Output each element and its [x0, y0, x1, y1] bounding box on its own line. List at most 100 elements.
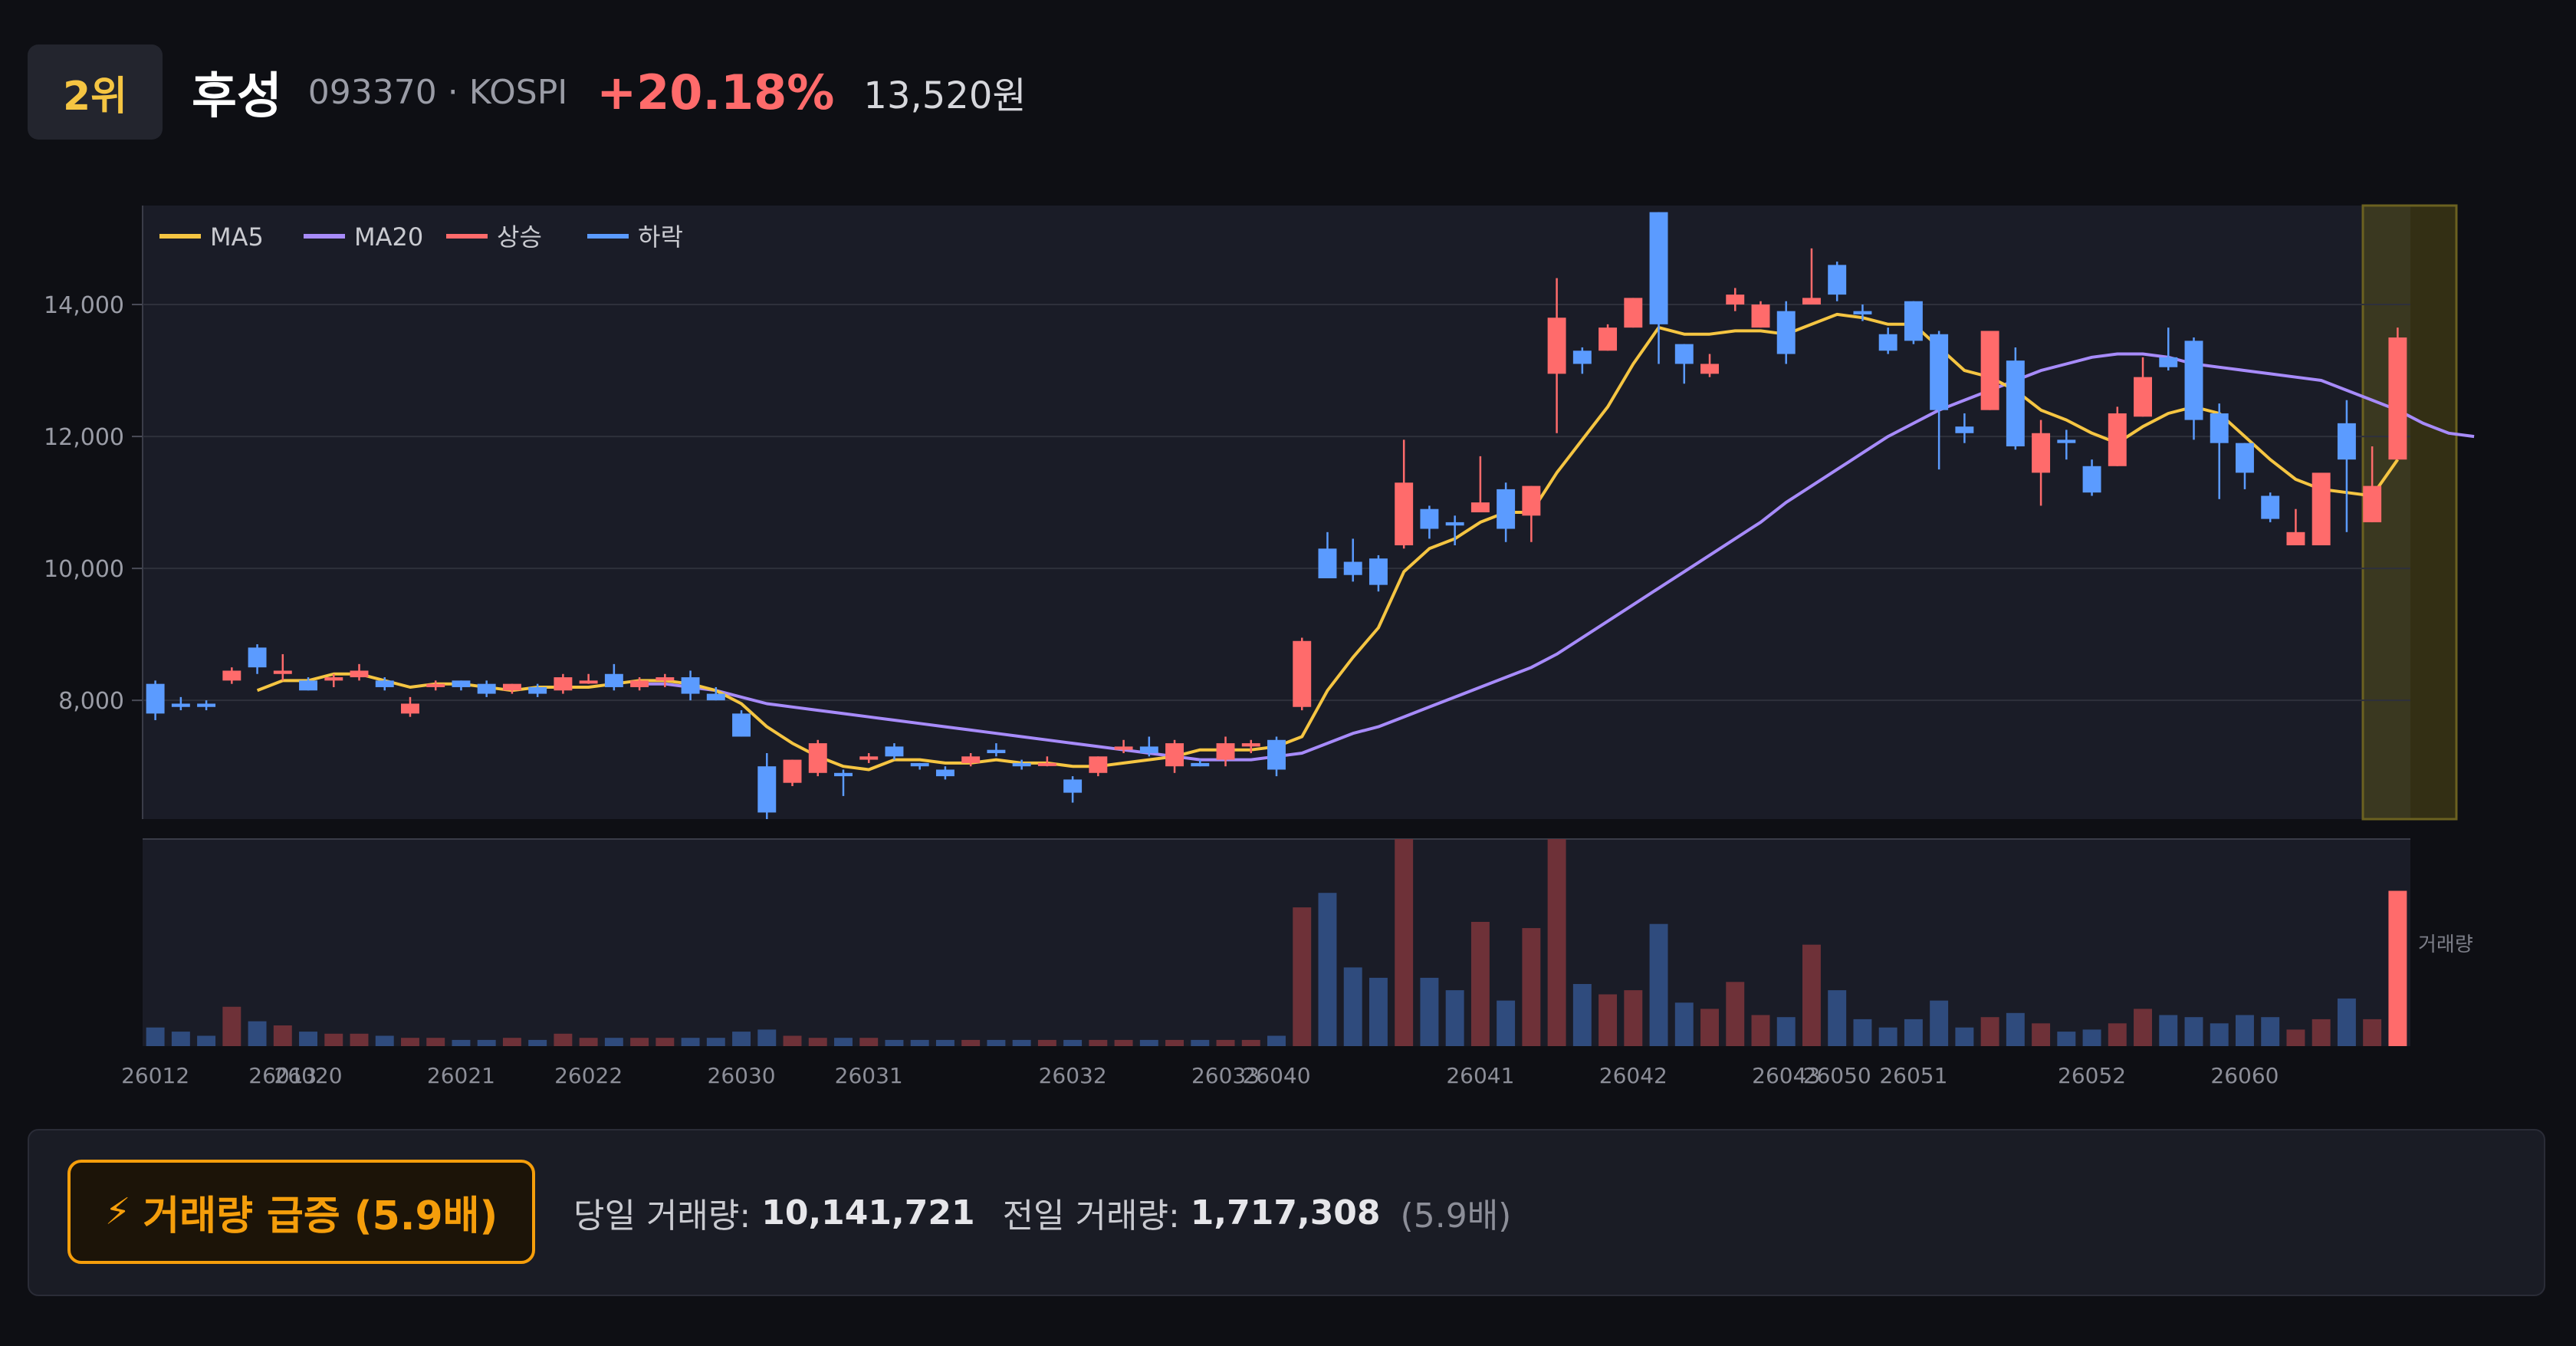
x-tick-label: 26043: [1752, 1063, 1820, 1088]
volume-bar: [732, 1032, 751, 1046]
volume-bar: [197, 1035, 216, 1046]
stock-header: 2위 후성 093370 · KOSPI +20.18% 13,520원: [28, 44, 1027, 140]
volume-bar: [2108, 1023, 2127, 1046]
candle: [1853, 304, 1872, 321]
x-tick-label: 26021: [427, 1063, 495, 1088]
volume-bar: [273, 1025, 292, 1046]
volume-bar: [987, 1039, 1006, 1046]
volume-bar: [1700, 1009, 1719, 1046]
x-tick-label: 26050: [1803, 1063, 1871, 1088]
candle: [2032, 420, 2051, 506]
candlestick-chart[interactable]: 8,000 10,000 12,000 14,000 MA5 MA20 상승 하락 거…: [0, 0, 2576, 1112]
candle: [1878, 327, 1898, 354]
candle: [1063, 776, 1083, 803]
volume-bar: [1878, 1027, 1898, 1046]
today-volume-value: 10,141,721: [761, 1193, 975, 1232]
volume-bar: [2210, 1023, 2229, 1046]
candle: [961, 752, 981, 767]
highlight-region: [2361, 204, 2458, 821]
candle: [732, 710, 751, 737]
volume-bar: [859, 1038, 879, 1046]
volume-bar: [171, 1032, 190, 1046]
stock-code: 093370 · KOSPI: [307, 72, 568, 112]
volume-bar: [706, 1038, 725, 1046]
volume-bar: [299, 1032, 317, 1046]
volume-bar: [1216, 1039, 1235, 1046]
volume-bar: [375, 1035, 394, 1046]
x-tick-label: 26022: [554, 1063, 623, 1088]
candle: [1776, 301, 1796, 364]
price-plot-area: [143, 206, 2410, 819]
stock-name: 후성: [192, 68, 282, 125]
volume-bar: [757, 1029, 777, 1046]
y-tick-label: 12,000: [44, 424, 124, 451]
candle: [1624, 298, 1643, 328]
candle: [1522, 485, 1541, 542]
x-tick-label: 26013: [248, 1063, 317, 1088]
volume-bar: [1420, 977, 1439, 1046]
volume-bar: [1012, 1039, 1031, 1046]
volume-bar: [681, 1038, 700, 1046]
volume-bar: [1165, 1039, 1184, 1046]
candle: [401, 696, 419, 717]
volume-bar: [1853, 1019, 1872, 1046]
volume-surge-badge[interactable]: ⚡ 거래량 급증 (5.9배): [67, 1160, 535, 1264]
volume-bar: [1674, 1002, 1694, 1046]
volume-bar: [1980, 1017, 1999, 1046]
candle: [783, 759, 802, 786]
volume-bar: [554, 1033, 573, 1046]
candle: [1139, 736, 1158, 757]
volume-bar: [1267, 1035, 1286, 1046]
volume-bar: [426, 1038, 445, 1046]
x-tick-label: 26033: [1191, 1063, 1260, 1088]
candle: [324, 673, 343, 687]
y-tick-label: 8,000: [58, 688, 124, 715]
volume-bar: [961, 1039, 981, 1046]
volume-bar: [248, 1021, 267, 1046]
candle: [935, 766, 955, 780]
y-axis-ticks: 8,000 10,000 12,000 14,000: [44, 292, 143, 715]
candle: [604, 663, 623, 691]
candle: [1216, 736, 1235, 767]
candle: [1470, 456, 1490, 512]
volume-bar: [808, 1038, 827, 1046]
candle: [706, 686, 725, 701]
candle: [1343, 538, 1362, 582]
candle: [757, 752, 777, 819]
candle: [1012, 759, 1031, 770]
candle: [1241, 739, 1260, 753]
candle: [910, 762, 929, 770]
volume-bar: [1445, 990, 1464, 1046]
candle: [1395, 439, 1414, 549]
candle: [2261, 492, 2280, 522]
volume-bar: [1598, 994, 1618, 1046]
volume-bar: [885, 1039, 904, 1046]
candle: [1751, 301, 1770, 328]
volume-bar: [2057, 1032, 2076, 1046]
volume-bar: [1037, 1039, 1056, 1046]
volume-bar: [1293, 907, 1312, 1046]
candle: [554, 673, 573, 694]
candle: [2286, 508, 2305, 546]
volume-bar: [656, 1038, 675, 1046]
x-tick-label: 26052: [2058, 1063, 2126, 1088]
legend-ma5: MA5: [210, 222, 264, 252]
volume-bar: [1802, 944, 1821, 1046]
volume-bar: [2236, 1015, 2254, 1046]
candle: [2184, 337, 2203, 440]
volume-bar: [1726, 982, 1745, 1046]
candle: [859, 752, 879, 763]
candle: [171, 696, 190, 711]
candle: [2159, 327, 2178, 371]
volume-bar: [2363, 1019, 2382, 1046]
candle: [2337, 400, 2356, 532]
candle: [656, 673, 675, 687]
x-tick-label: 26042: [1599, 1063, 1668, 1088]
volume-bar: [2134, 1009, 2152, 1046]
x-tick-label: 26040: [1242, 1063, 1310, 1088]
candle: [502, 683, 521, 694]
volume-bar: [2286, 1029, 2305, 1046]
candle: [1930, 331, 1949, 470]
candle: [1497, 482, 1516, 542]
candle: [681, 670, 700, 701]
